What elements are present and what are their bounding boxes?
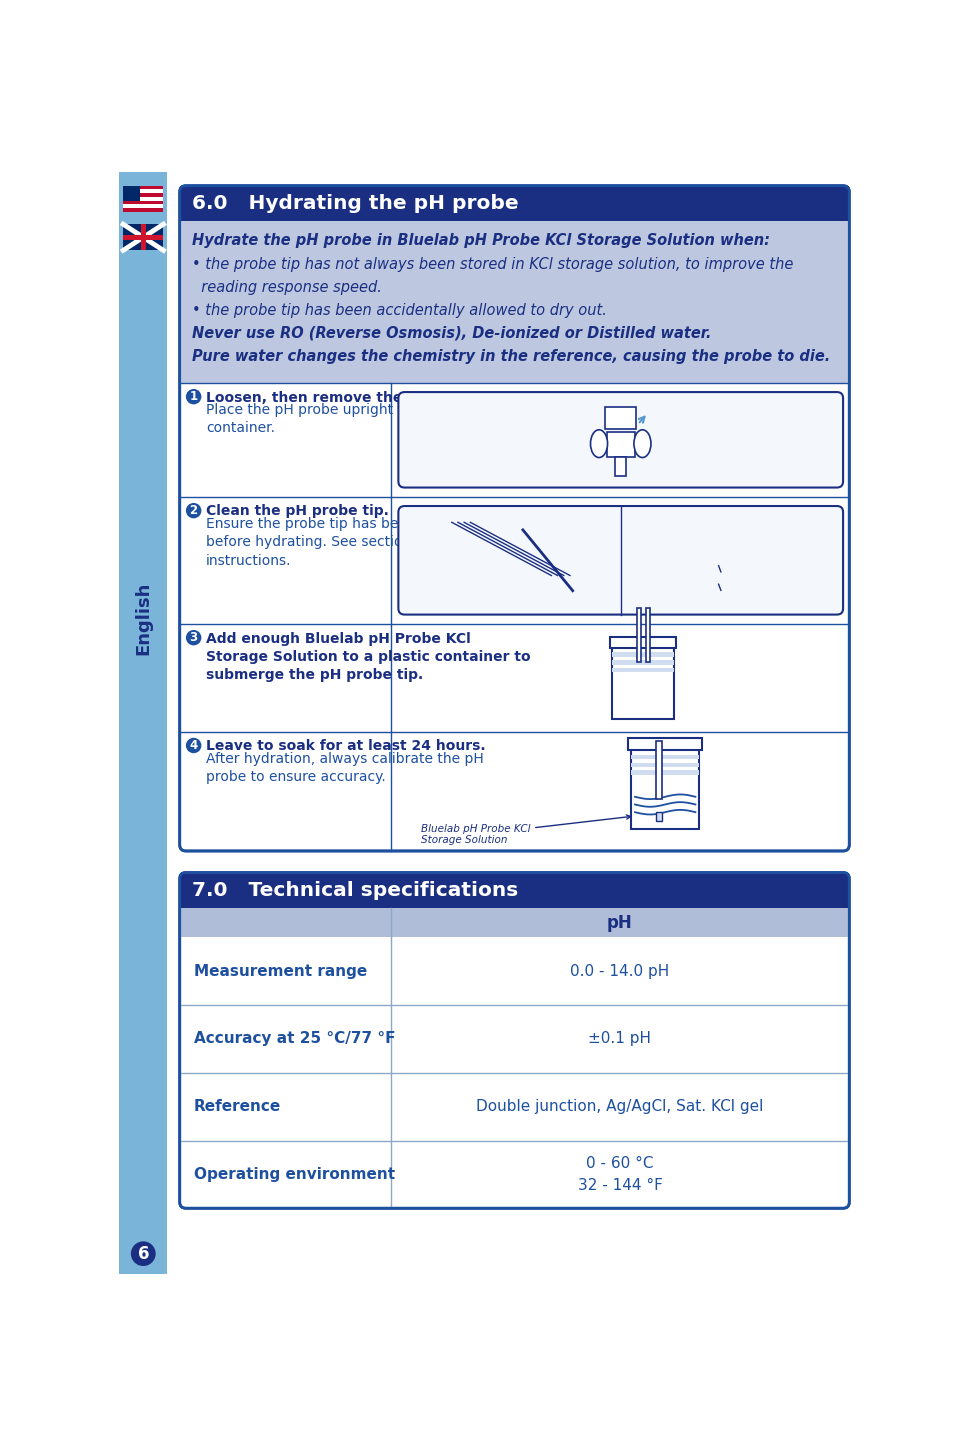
Circle shape (131, 1242, 155, 1266)
Bar (656, 740, 661, 799)
Bar (631, 762, 699, 768)
Bar (615, 457, 625, 475)
Bar (123, 198, 163, 200)
Bar (636, 607, 640, 662)
Bar (611, 646, 673, 719)
Bar (179, 186, 848, 221)
Bar (123, 186, 140, 200)
Bar (645, 607, 649, 662)
Text: Accuracy at 25 °C/77 °F: Accuracy at 25 °C/77 °F (193, 1031, 395, 1047)
Text: Add enough Bluelab pH Probe KCl
Storage Solution to a plastic container to
subme: Add enough Bluelab pH Probe KCl Storage … (206, 632, 530, 682)
Text: Clean the pH probe tip.: Clean the pH probe tip. (206, 504, 389, 518)
Bar (140, 225, 146, 251)
Bar (631, 770, 699, 775)
Text: Place the pH probe upright in a plastic
container.: Place the pH probe upright in a plastic … (206, 402, 473, 435)
Bar (123, 193, 163, 198)
Text: 6: 6 (137, 1244, 149, 1263)
Ellipse shape (590, 430, 607, 457)
Circle shape (186, 630, 201, 646)
Bar (179, 872, 848, 908)
Text: 1: 1 (190, 390, 197, 404)
Bar (123, 235, 163, 241)
Bar (611, 660, 673, 664)
Text: Ensure the probe tip has been cleaned
before hydrating. See section 4.0 for
inst: Ensure the probe tip has been cleaned be… (206, 517, 475, 567)
Circle shape (186, 503, 201, 518)
Bar (123, 200, 163, 205)
Text: Hydrate the pH probe in Bluelab pH Probe KCl Storage Solution when:: Hydrate the pH probe in Bluelab pH Probe… (192, 233, 769, 248)
Bar (631, 755, 699, 759)
Text: 2: 2 (190, 504, 197, 517)
Text: Reference: Reference (193, 1100, 280, 1114)
Text: Operating environment: Operating environment (193, 1167, 395, 1181)
Bar (179, 908, 848, 937)
FancyBboxPatch shape (179, 872, 848, 1209)
Bar (631, 749, 699, 829)
Text: Never use RO (Reverse Osmosis), De-ionized or Distilled water.: Never use RO (Reverse Osmosis), De-ioniz… (192, 326, 711, 341)
Text: Loosen, then remove the storage cap.: Loosen, then remove the storage cap. (206, 391, 505, 404)
Text: After hydration, always calibrate the pH
probe to ensure accuracy.: After hydration, always calibrate the pH… (206, 752, 483, 785)
Text: • the probe tip has been accidentally allowed to dry out.: • the probe tip has been accidentally al… (192, 302, 606, 318)
Text: 7.0   Technical specifications: 7.0 Technical specifications (192, 881, 517, 899)
Text: Bluelab pH Probe KCl
Storage Solution: Bluelab pH Probe KCl Storage Solution (420, 815, 630, 845)
Bar (123, 205, 163, 208)
Bar (119, 172, 167, 1274)
Text: 4: 4 (190, 739, 197, 752)
FancyBboxPatch shape (398, 505, 842, 614)
Text: 0.0 - 14.0 pH: 0.0 - 14.0 pH (570, 964, 669, 978)
Bar (123, 225, 163, 251)
Text: Pure water changes the chemistry in the reference, causing the probe to die.: Pure water changes the chemistry in the … (192, 349, 829, 364)
Text: English: English (134, 581, 152, 654)
Text: Double junction, Ag/AgCl, Sat. KCl gel: Double junction, Ag/AgCl, Sat. KCl gel (476, 1100, 762, 1114)
Ellipse shape (633, 430, 650, 457)
Text: 0 - 60 °C
32 - 144 °F: 0 - 60 °C 32 - 144 °F (577, 1156, 661, 1193)
Bar (179, 221, 848, 382)
Bar (627, 737, 701, 750)
Text: 3: 3 (190, 632, 197, 644)
Bar (123, 186, 163, 189)
Bar (656, 812, 661, 822)
Bar (611, 667, 673, 673)
Text: ±0.1 pH: ±0.1 pH (588, 1031, 651, 1047)
Text: Leave to soak for at least 24 hours.: Leave to soak for at least 24 hours. (206, 739, 485, 753)
Text: 6.0   Hydrating the pH probe: 6.0 Hydrating the pH probe (192, 193, 518, 213)
Circle shape (186, 737, 201, 753)
Text: • the probe tip has not always been stored in KCl storage solution, to improve t: • the probe tip has not always been stor… (192, 256, 793, 272)
Circle shape (186, 390, 201, 404)
Text: Measurement range: Measurement range (193, 964, 367, 978)
Bar (604, 408, 636, 430)
Text: pH: pH (606, 914, 632, 932)
Bar (611, 653, 673, 657)
Bar (123, 189, 163, 193)
Bar (606, 432, 634, 457)
FancyBboxPatch shape (398, 392, 842, 487)
Bar (123, 208, 163, 212)
Text: reading response speed.: reading response speed. (192, 279, 381, 295)
Bar (609, 637, 676, 647)
FancyBboxPatch shape (179, 186, 848, 851)
